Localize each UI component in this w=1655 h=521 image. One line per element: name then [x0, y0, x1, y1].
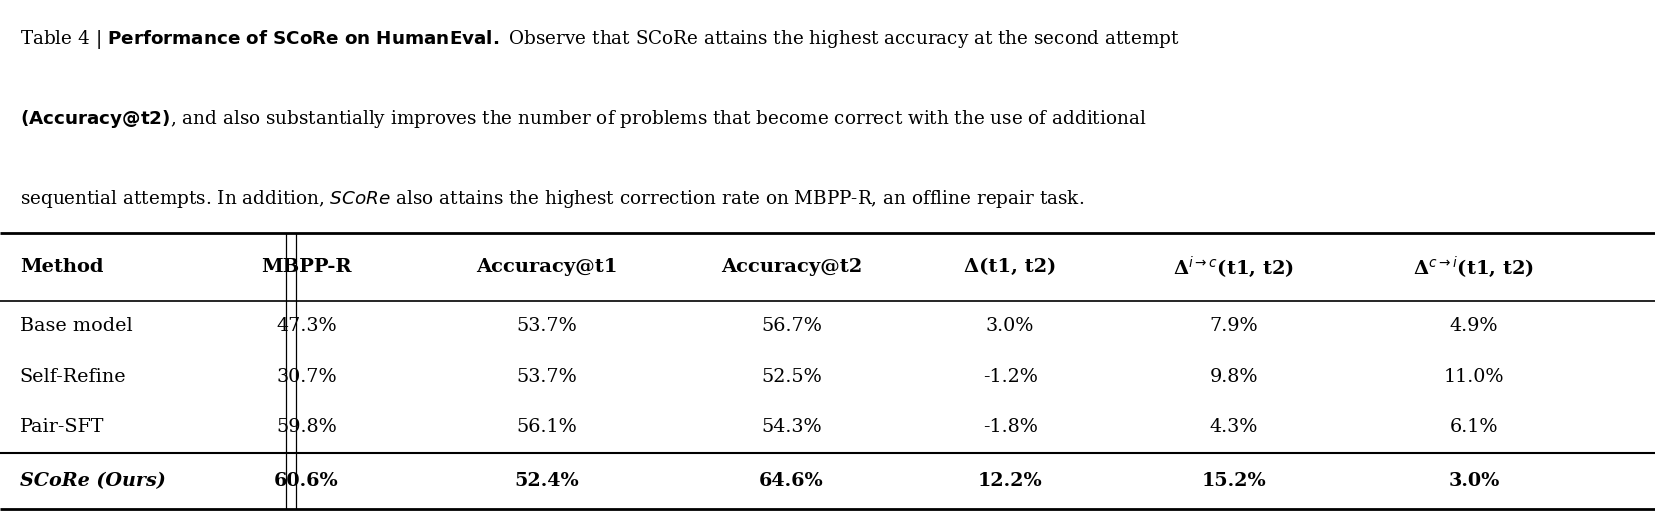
Text: $\bf{(Accuracy@t2)}$, and also substantially improves the number of problems tha: $\bf{(Accuracy@t2)}$, and also substanti… [20, 108, 1145, 130]
Text: Δ$^{i\rightarrow c}$(t1, t2): Δ$^{i\rightarrow c}$(t1, t2) [1172, 254, 1294, 280]
Text: Base model: Base model [20, 317, 132, 336]
Text: 4.3%: 4.3% [1208, 418, 1258, 437]
Text: SCoRe (Ours): SCoRe (Ours) [20, 472, 166, 490]
Text: 3.0%: 3.0% [1446, 472, 1499, 490]
Text: -1.8%: -1.8% [981, 418, 1038, 437]
Text: 56.1%: 56.1% [516, 418, 576, 437]
Text: Accuracy@t2: Accuracy@t2 [720, 258, 862, 276]
Text: 3.0%: 3.0% [985, 317, 1034, 336]
Text: sequential attempts. In addition, $\it{SCoRe}$ also attains the highest correcti: sequential attempts. In addition, $\it{S… [20, 188, 1084, 210]
Text: Accuracy@t1: Accuracy@t1 [475, 258, 617, 276]
Text: 52.4%: 52.4% [513, 472, 579, 490]
Text: 4.9%: 4.9% [1448, 317, 1498, 336]
Text: Δ$^{c\rightarrow i}$(t1, t2): Δ$^{c\rightarrow i}$(t1, t2) [1412, 254, 1534, 280]
Text: 54.3%: 54.3% [761, 418, 821, 437]
Text: 53.7%: 53.7% [516, 317, 576, 336]
Text: 56.7%: 56.7% [761, 317, 821, 336]
Text: Method: Method [20, 258, 103, 276]
Text: 9.8%: 9.8% [1208, 368, 1258, 386]
Text: -1.2%: -1.2% [981, 368, 1038, 386]
Text: Self-Refine: Self-Refine [20, 368, 126, 386]
Text: 64.6%: 64.6% [758, 472, 824, 490]
Text: 59.8%: 59.8% [276, 418, 336, 437]
Text: 52.5%: 52.5% [761, 368, 821, 386]
Text: Pair-SFT: Pair-SFT [20, 418, 104, 437]
Text: 53.7%: 53.7% [516, 368, 576, 386]
Text: 6.1%: 6.1% [1448, 418, 1498, 437]
Text: Δ(t1, t2): Δ(t1, t2) [963, 258, 1056, 276]
Text: 7.9%: 7.9% [1208, 317, 1258, 336]
Text: 30.7%: 30.7% [276, 368, 336, 386]
Text: 11.0%: 11.0% [1443, 368, 1503, 386]
Text: 15.2%: 15.2% [1200, 472, 1266, 490]
Text: 60.6%: 60.6% [273, 472, 339, 490]
Text: 47.3%: 47.3% [276, 317, 336, 336]
Text: 12.2%: 12.2% [976, 472, 1043, 490]
Text: MBPP-R: MBPP-R [261, 258, 351, 276]
Text: Table 4 | $\bf{Performance\ of\ }$$\it{\bf{SCoRe}}$$\bf{\ on\ HumanEval.}$ Obser: Table 4 | $\bf{Performance\ of\ }$$\it{\… [20, 28, 1178, 51]
